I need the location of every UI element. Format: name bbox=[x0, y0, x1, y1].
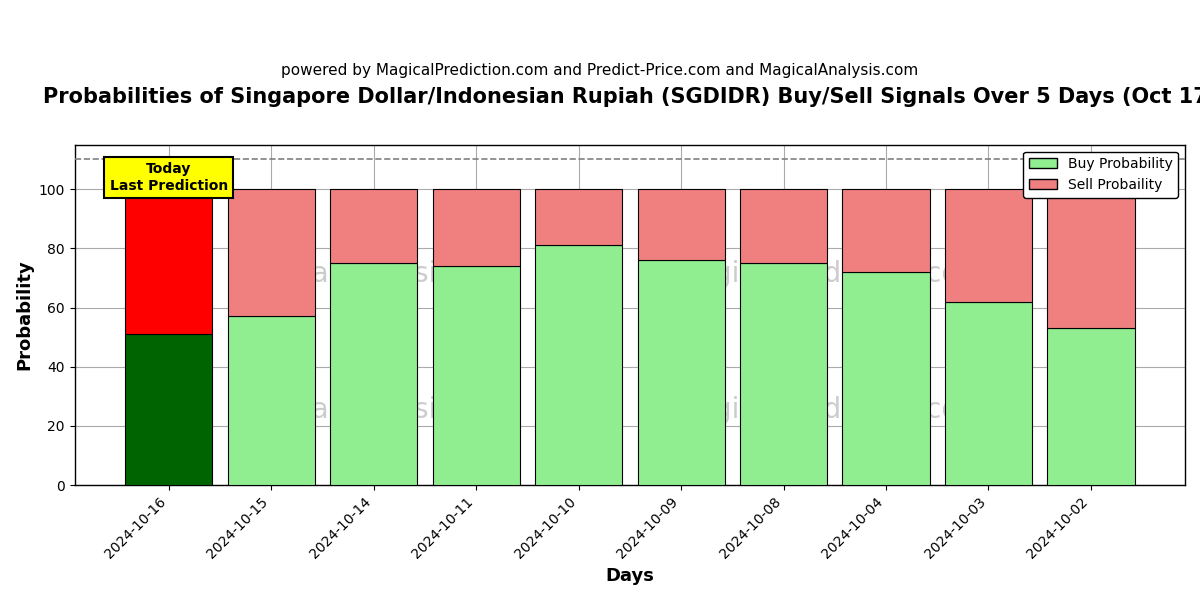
Bar bbox=[637, 260, 725, 485]
Y-axis label: Probability: Probability bbox=[16, 260, 34, 370]
Text: Today
Last Prediction: Today Last Prediction bbox=[109, 163, 228, 193]
Bar bbox=[944, 189, 1032, 302]
Bar bbox=[535, 245, 622, 485]
Bar bbox=[330, 263, 418, 485]
Bar bbox=[228, 316, 314, 485]
X-axis label: Days: Days bbox=[605, 567, 654, 585]
Bar bbox=[125, 334, 212, 485]
Text: MagicalPrediction.com: MagicalPrediction.com bbox=[673, 396, 986, 424]
Title: Probabilities of Singapore Dollar/Indonesian Rupiah (SGDIDR) Buy/Sell Signals Ov: Probabilities of Singapore Dollar/Indone… bbox=[43, 87, 1200, 107]
Bar bbox=[740, 189, 827, 263]
Text: MagicalPrediction.com: MagicalPrediction.com bbox=[673, 260, 986, 288]
Bar bbox=[842, 272, 930, 485]
Text: powered by MagicalPrediction.com and Predict-Price.com and MagicalAnalysis.com: powered by MagicalPrediction.com and Pre… bbox=[281, 63, 919, 78]
Bar bbox=[842, 189, 930, 272]
Bar bbox=[228, 189, 314, 316]
Bar bbox=[944, 302, 1032, 485]
Bar bbox=[125, 189, 212, 334]
Legend: Buy Probability, Sell Probaility: Buy Probability, Sell Probaility bbox=[1024, 152, 1178, 197]
Text: MagicalAnalysis.com: MagicalAnalysis.com bbox=[230, 396, 518, 424]
Bar bbox=[535, 189, 622, 245]
Text: MagicalAnalysis.com: MagicalAnalysis.com bbox=[230, 260, 518, 288]
Bar bbox=[740, 263, 827, 485]
Bar bbox=[432, 189, 520, 266]
Bar bbox=[1048, 328, 1134, 485]
Bar bbox=[330, 189, 418, 263]
Bar bbox=[637, 189, 725, 260]
Bar bbox=[432, 266, 520, 485]
Bar bbox=[1048, 189, 1134, 328]
